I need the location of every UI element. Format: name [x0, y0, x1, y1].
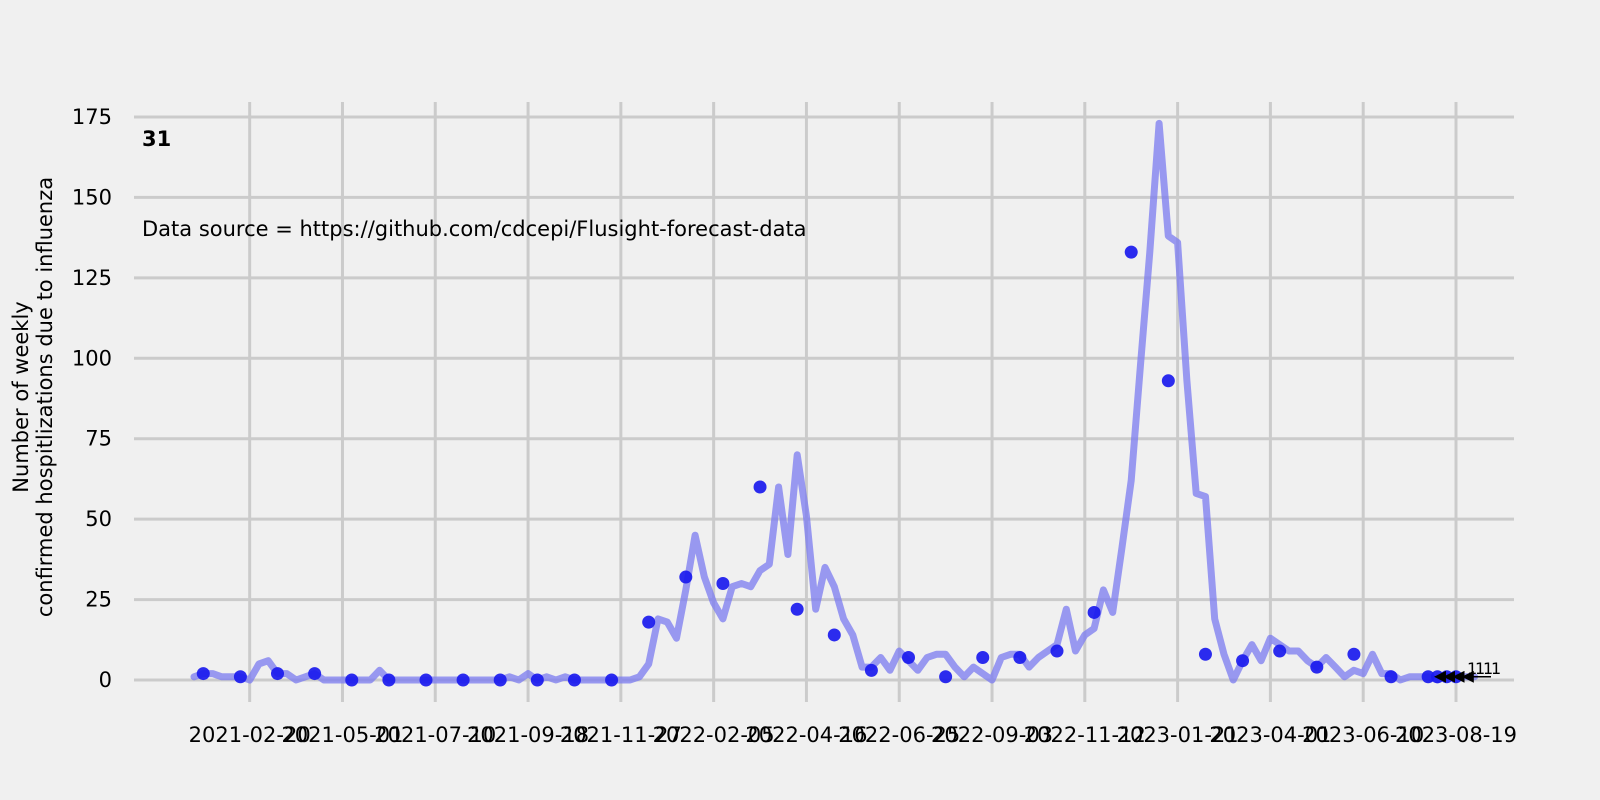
data-point	[196, 667, 210, 681]
data-point	[419, 673, 433, 687]
x-tick-label: 2021-09-18	[467, 723, 589, 747]
data-point	[1384, 670, 1398, 684]
data-point	[1198, 647, 1212, 661]
points-layer	[196, 245, 1463, 687]
data-point	[567, 673, 581, 687]
x-tick-label: 2022-11-12	[1024, 723, 1146, 747]
data-point	[382, 673, 396, 687]
x-tick-label: 2023-01-21	[1117, 723, 1239, 747]
x-tick-label: 2023-04-01	[1209, 723, 1331, 747]
y-tick-label: 0	[99, 668, 112, 692]
data-point	[679, 570, 693, 584]
annotation-label: 1	[1491, 659, 1501, 678]
data-point	[716, 576, 730, 590]
x-tick-label: 2022-02-05	[653, 723, 775, 747]
data-point	[790, 602, 804, 616]
data-point	[1161, 374, 1175, 388]
series-line	[190, 119, 1479, 684]
y-tick-label: 125	[72, 266, 112, 290]
y-tick-label: 75	[85, 427, 112, 451]
x-tick-label: 2023-08-19	[1395, 723, 1517, 747]
data-source-note: Data source = https://github.com/cdcepi/…	[142, 217, 807, 241]
y-tick-label: 50	[85, 507, 112, 531]
annotation-label: 1	[1475, 659, 1485, 678]
data-point	[1347, 647, 1361, 661]
x-tick-label: 2021-02-20	[189, 723, 311, 747]
data-point	[1013, 650, 1027, 664]
data-point	[605, 673, 619, 687]
series-layer	[190, 119, 1479, 684]
data-point	[827, 628, 841, 642]
data-point	[1310, 660, 1324, 674]
x-tick-label: 2021-11-27	[560, 723, 682, 747]
x-tick-label: 2022-09-03	[931, 723, 1053, 747]
annotation-label: 1	[1467, 659, 1477, 678]
data-point	[939, 670, 953, 684]
y-tick-label: 150	[72, 185, 112, 209]
data-point	[345, 673, 359, 687]
y-axis-title: Number of weekly confirmed hospitlizatio…	[9, 177, 57, 617]
data-point	[530, 673, 544, 687]
x-tick-label: 2022-06-25	[838, 723, 960, 747]
data-point	[1273, 644, 1287, 658]
data-point	[902, 650, 916, 664]
annotation-label: 1	[1483, 659, 1493, 678]
data-point	[1087, 605, 1101, 619]
y-axis-title-line1: Number of weekly	[9, 301, 33, 492]
data-point	[753, 480, 767, 494]
x-tick-label: 2021-05-01	[281, 723, 403, 747]
data-point	[493, 673, 507, 687]
x-tick-label: 2021-07-10	[374, 723, 496, 747]
grid	[134, 102, 1514, 702]
y-tick-label: 25	[85, 588, 112, 612]
x-tick-label: 2022-04-16	[745, 723, 867, 747]
data-point	[271, 667, 285, 681]
y-axis-title-line2: confirmed hospitlizations due to influen…	[33, 177, 57, 617]
data-point	[1124, 245, 1138, 259]
y-tick-label: 175	[72, 105, 112, 129]
data-point	[1421, 670, 1435, 684]
data-point	[642, 615, 656, 629]
data-point	[308, 667, 322, 681]
data-point	[976, 650, 990, 664]
data-point	[233, 670, 247, 684]
y-tick-label: 100	[72, 346, 112, 370]
panel-label: 31	[142, 127, 171, 151]
data-point	[1236, 654, 1250, 668]
data-point	[456, 673, 470, 687]
x-tick-label: 2023-06-10	[1302, 723, 1424, 747]
data-point	[864, 663, 878, 677]
x-tick-labels: 2021-02-202021-05-012021-07-102021-09-18…	[189, 723, 1517, 747]
y-tick-labels: 0 25 50 75 100 125 150 175	[72, 105, 112, 692]
data-point	[1050, 644, 1064, 658]
